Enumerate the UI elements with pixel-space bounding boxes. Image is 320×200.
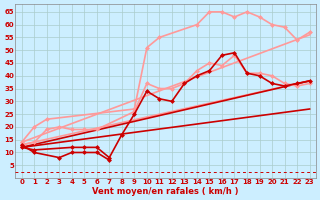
X-axis label: Vent moyen/en rafales ( km/h ): Vent moyen/en rafales ( km/h ) (92, 187, 239, 196)
